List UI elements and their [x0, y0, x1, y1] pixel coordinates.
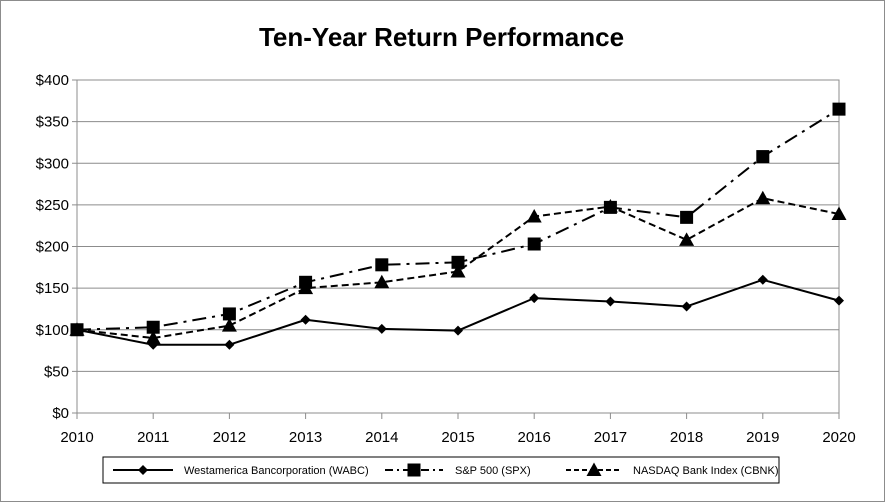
data-point — [69, 322, 85, 336]
data-point — [453, 325, 463, 336]
legend-item: S&P 500 (SPX) — [385, 463, 531, 477]
x-tick-label: 2019 — [746, 429, 779, 446]
data-point — [679, 232, 695, 246]
data-point — [831, 206, 847, 221]
x-tick-label: 2020 — [822, 429, 855, 446]
x-tick-label: 2018 — [670, 429, 703, 446]
data-point — [451, 255, 465, 269]
data-point — [222, 307, 236, 321]
x-tick-label: 2014 — [365, 429, 398, 446]
data-point — [757, 274, 768, 285]
data-point — [681, 301, 692, 312]
y-tick-label: $250 — [36, 197, 69, 214]
data-point — [146, 320, 160, 334]
data-point — [224, 339, 235, 350]
legend-item: NASDAQ Bank Index (CBNK) — [566, 462, 779, 477]
y-tick-label: $150 — [36, 280, 69, 297]
data-point — [529, 293, 540, 304]
data-point — [298, 280, 314, 295]
data-point — [375, 258, 389, 272]
data-point — [374, 274, 390, 289]
series-square — [70, 102, 846, 337]
y-tick-label: $0 — [52, 405, 69, 422]
series-line — [76, 197, 840, 340]
legend-marker-diamond-icon — [138, 465, 148, 475]
x-tick-label: 2011 — [137, 429, 169, 446]
data-point — [221, 318, 237, 332]
gridlines — [76, 79, 840, 414]
data-point — [680, 210, 694, 224]
legend-item: Westamerica Bancorporation (WABC) — [113, 465, 369, 477]
legend-label: Westamerica Bancorporation (WABC) — [184, 465, 369, 477]
x-tick-label: 2017 — [594, 429, 627, 446]
y-tick-label: $100 — [36, 322, 69, 339]
x-tick-label: 2015 — [441, 429, 474, 446]
data-point — [756, 150, 770, 164]
data-point — [605, 296, 616, 307]
y-tick-label: $50 — [44, 363, 69, 380]
data-point — [526, 209, 542, 223]
y-tick-label: $200 — [36, 239, 69, 256]
series-layer — [69, 102, 847, 350]
chart-title: Ten-Year Return Performance — [258, 22, 625, 52]
axes: $0 $50 $100 $150 $200 $250 $300 $350 $400 2010 201… — [36, 72, 856, 446]
legend-label: S&P 500 (SPX) — [455, 465, 531, 477]
series-triangle — [69, 190, 847, 345]
series-diamond — [72, 274, 844, 350]
legend-marker-square-icon — [407, 463, 421, 477]
data-point — [602, 199, 618, 213]
data-point — [450, 263, 466, 278]
data-point — [145, 330, 161, 345]
x-tick-label: 2012 — [213, 429, 246, 446]
data-point — [527, 237, 541, 251]
y-tick-label: $300 — [36, 155, 69, 172]
legend-marker-triangle-icon — [586, 462, 602, 476]
data-point — [834, 295, 844, 306]
data-point — [376, 323, 387, 334]
x-tick-label: 2010 — [60, 429, 93, 446]
series-line — [76, 108, 840, 331]
legend-label: NASDAQ Bank Index (CBNK) — [633, 465, 779, 477]
data-point — [832, 102, 846, 116]
y-tick-label: $350 — [36, 114, 69, 131]
x-tick-label: 2016 — [518, 429, 551, 446]
y-tick-label: $400 — [36, 72, 69, 89]
data-point — [755, 190, 771, 205]
legend: Westamerica Bancorporation (WABC) S&P 500… — [102, 456, 780, 484]
data-point — [300, 314, 311, 325]
x-tick-label: 2013 — [289, 429, 322, 446]
